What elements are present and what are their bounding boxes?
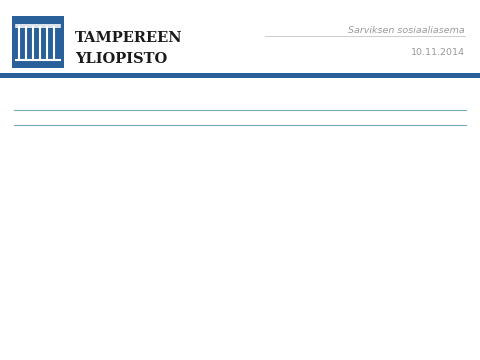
Text: alle  18-vuotiaiden lasten määrä: alle 18-vuotiaiden lasten määrä	[19, 231, 195, 241]
Text: Yksin: Yksin	[74, 143, 102, 153]
Text: n: n	[306, 112, 313, 122]
Text: 9: 9	[359, 169, 366, 179]
Text: 192: 192	[300, 143, 320, 153]
Text: sd: sd	[251, 112, 263, 122]
Bar	[12, 16, 64, 68]
Text: Sarviksen sosiaaliasema: Sarviksen sosiaaliasema	[348, 26, 465, 35]
Text: %: %	[358, 112, 367, 122]
Text: Puolison  kanssa: Puolison kanssa	[74, 156, 161, 166]
Text: 7: 7	[359, 195, 366, 205]
Text: YLIOPISTO: YLIOPISTO	[75, 53, 167, 66]
Text: 19: 19	[303, 156, 316, 166]
Text: 1,7: 1,7	[201, 218, 217, 228]
Text: Asun, n=271 *: Asun, n=271 *	[19, 129, 96, 139]
Text: 19: 19	[303, 195, 316, 205]
Text: TAMPEREEN: TAMPEREEN	[75, 31, 182, 45]
Bar	[0, 73, 480, 78]
Text: Taulukko  4.  Tutkimushenkilöiden  (N=272) perhetilannetta koskevia tietoja.: Taulukko 4. Tutkimushenkilöiden (N=272) …	[19, 94, 419, 104]
Text: Lasten kanssa: Lasten kanssa	[74, 169, 149, 179]
Text: 7: 7	[359, 156, 366, 166]
Text: 10.11.2014: 10.11.2014	[411, 48, 465, 57]
Text: 0,95: 0,95	[245, 218, 268, 228]
Text: 18: 18	[303, 182, 316, 192]
Text: 70: 70	[356, 143, 369, 153]
Text: Perheeseen kuuluvien: Perheeseen kuuluvien	[19, 218, 134, 228]
Text: Puolison  ja lasten kanssa: Puolison ja lasten kanssa	[74, 182, 209, 192]
Text: m: m	[204, 112, 214, 122]
Text: 23: 23	[303, 169, 316, 179]
Text: 7: 7	[359, 182, 366, 192]
Text: Muu  asumismuoto: Muu asumismuoto	[74, 195, 174, 205]
